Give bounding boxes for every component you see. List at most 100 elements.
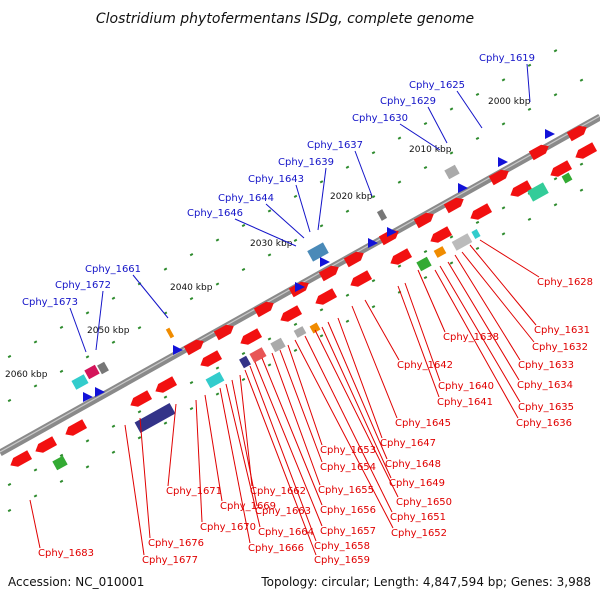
lower-gene-label: Cphy_1632 bbox=[532, 342, 588, 353]
lower-gene-label: Cphy_1659 bbox=[314, 555, 370, 566]
tick-mark bbox=[527, 107, 532, 111]
tick-mark bbox=[189, 296, 194, 301]
lower-leader-line bbox=[351, 305, 398, 419]
tick-mark bbox=[215, 392, 220, 396]
tick-mark bbox=[137, 410, 142, 414]
tick-mark bbox=[111, 450, 116, 454]
tick-mark bbox=[553, 93, 558, 97]
tick-mark bbox=[189, 380, 194, 385]
lower-leader-line bbox=[294, 339, 394, 529]
reverse-gene-arrow bbox=[343, 251, 364, 268]
tick-mark bbox=[163, 395, 168, 399]
reverse-gene-arrow bbox=[318, 265, 339, 282]
lower-gene-label: Cphy_1652 bbox=[391, 528, 447, 539]
lower-gene-label: Cphy_1634 bbox=[517, 380, 573, 391]
lower-gene-label: Cphy_1635 bbox=[518, 402, 574, 413]
upper-gene-label: Cphy_1629 bbox=[380, 96, 436, 107]
lower-gene-label: Cphy_1683 bbox=[38, 548, 94, 559]
gene-block bbox=[165, 327, 175, 339]
tick-mark bbox=[319, 224, 324, 228]
upper-leader-line bbox=[399, 123, 441, 151]
upper-leader-line bbox=[427, 106, 448, 144]
kbp-scale: 2000 kbp 2010 kbp 2020 kbp 2030 kbp 2040 kbp… bbox=[5, 97, 531, 380]
kbp-label: 2000 kbp bbox=[488, 97, 531, 107]
gene-block bbox=[527, 182, 549, 202]
blue-gene-arrow bbox=[387, 227, 397, 237]
lower-gene-label: Cphy_1636 bbox=[516, 418, 572, 429]
tick-mark bbox=[397, 136, 402, 140]
lower-leader-line bbox=[404, 282, 441, 382]
tick-mark bbox=[397, 180, 402, 184]
lower-leader-line bbox=[454, 254, 521, 361]
tick-mark bbox=[423, 275, 428, 280]
forward-gene-arrow bbox=[240, 328, 263, 345]
tick-mark bbox=[345, 209, 350, 213]
tick-mark bbox=[267, 363, 272, 367]
tick-mark bbox=[371, 305, 376, 309]
lower-leader-line bbox=[271, 352, 321, 486]
lower-leader-line bbox=[439, 265, 521, 403]
gene-block bbox=[451, 233, 473, 251]
gene-block bbox=[309, 322, 321, 334]
gene-block bbox=[84, 364, 100, 380]
lower-gene-label: Cphy_1677 bbox=[142, 555, 198, 566]
forward-gene-arrow bbox=[200, 350, 223, 367]
forward-gene-arrow bbox=[430, 226, 453, 243]
tick-mark bbox=[85, 439, 90, 443]
reverse-gene-arrow bbox=[443, 197, 464, 214]
lower-leader-line bbox=[124, 424, 145, 556]
forward-gene-arrow bbox=[65, 419, 88, 436]
tick-mark bbox=[345, 319, 350, 323]
tick-mark bbox=[527, 217, 532, 221]
lower-leader-line bbox=[254, 361, 323, 527]
tick-mark bbox=[189, 406, 194, 411]
reverse-gene-arrow bbox=[183, 339, 204, 356]
tick-mark bbox=[501, 122, 506, 126]
upper-leader-line bbox=[456, 90, 483, 129]
upper-gene-label: Cphy_1673 bbox=[22, 297, 78, 308]
lower-gene-label: Cphy_1642 bbox=[397, 360, 453, 371]
tick-mark bbox=[59, 453, 64, 458]
forward-gene-arrow bbox=[510, 180, 533, 197]
lower-leader-line bbox=[479, 239, 540, 278]
tick-mark bbox=[85, 355, 90, 359]
tick-mark bbox=[501, 206, 506, 210]
lower-leader-line bbox=[249, 365, 317, 542]
lower-gene-label: Cphy_1664 bbox=[258, 527, 314, 538]
gene-block bbox=[376, 209, 388, 221]
upper-leader-line bbox=[526, 63, 531, 103]
tick-mark bbox=[579, 162, 584, 166]
blue-gene-arrow bbox=[368, 238, 378, 248]
lower-leader-line bbox=[434, 269, 519, 419]
forward-gene-arrow bbox=[550, 160, 573, 177]
lower-leader-line bbox=[139, 417, 151, 539]
tick-mark bbox=[553, 177, 558, 181]
lower-leader-line bbox=[461, 251, 535, 343]
tick-mark bbox=[163, 267, 168, 271]
lower-gene-label: Cphy_1676 bbox=[148, 538, 204, 549]
upper-gene-label: Cphy_1619 bbox=[479, 53, 535, 64]
gene-block bbox=[134, 403, 176, 433]
upper-gene-label: Cphy_1630 bbox=[352, 113, 408, 124]
lower-leader-line bbox=[239, 374, 253, 487]
lower-leader-line bbox=[231, 379, 258, 507]
lower-gene-label: Cphy_1651 bbox=[390, 512, 446, 523]
lower-gene-label: Cphy_1671 bbox=[166, 486, 222, 497]
map-title: Clostridium phytofermentans ISDg, comple… bbox=[96, 11, 474, 27]
tick-mark bbox=[345, 293, 350, 297]
kbp-label: 2010 kbp bbox=[409, 145, 452, 155]
lower-leader-line bbox=[337, 317, 383, 439]
reverse-gene-arrow bbox=[413, 212, 434, 229]
tick-mark bbox=[449, 107, 454, 111]
upper-gene-label: Cphy_1646 bbox=[187, 208, 243, 219]
tick-mark bbox=[475, 92, 480, 97]
gene-block bbox=[97, 361, 109, 375]
tick-mark bbox=[319, 334, 324, 338]
accession-text: Accession: NC_010001 bbox=[8, 575, 144, 589]
lower-gene-label: Cphy_1649 bbox=[389, 478, 445, 489]
forward-gene-arrow bbox=[35, 436, 58, 453]
tick-mark bbox=[85, 311, 90, 315]
tick-mark bbox=[553, 49, 558, 53]
lower-gene-label: Cphy_1638 bbox=[443, 332, 499, 343]
